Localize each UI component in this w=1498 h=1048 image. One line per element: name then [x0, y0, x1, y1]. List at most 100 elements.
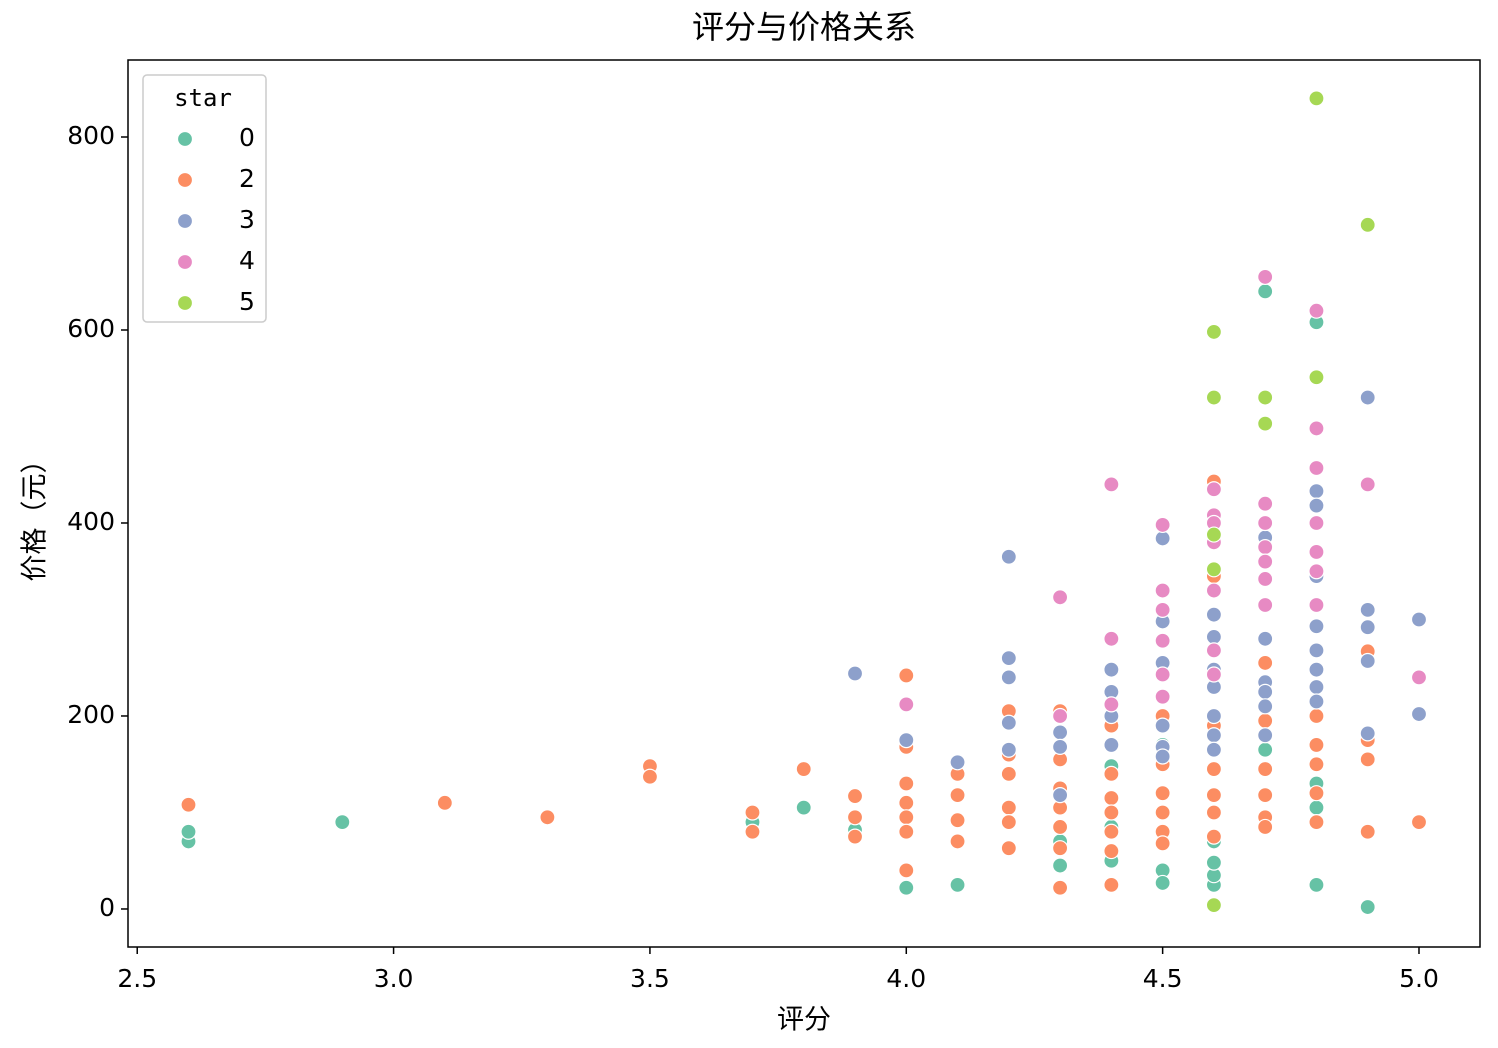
point [1051, 879, 1069, 896]
point [898, 696, 915, 713]
point [180, 796, 197, 813]
point [1257, 698, 1274, 715]
point [1103, 630, 1120, 647]
point [898, 794, 915, 811]
point [436, 794, 453, 811]
legend-label: 3 [239, 205, 255, 234]
point [744, 804, 761, 821]
point [795, 799, 812, 816]
point [1205, 760, 1223, 778]
point [1103, 765, 1120, 782]
point [795, 760, 812, 778]
point [1308, 678, 1325, 696]
chart-title: 评分与价格关系 [692, 8, 916, 46]
point [1410, 611, 1428, 628]
legend-marker [176, 294, 194, 312]
point [1308, 420, 1325, 437]
point [1410, 669, 1428, 686]
point [1205, 628, 1223, 645]
point [1257, 596, 1274, 614]
y-axis-label: 价格（元） [20, 447, 51, 582]
point [1205, 854, 1223, 871]
y-tick-label: 600 [67, 314, 115, 343]
point [1205, 897, 1223, 914]
x-tick-label: 4.0 [886, 964, 926, 993]
point [1154, 804, 1171, 821]
point [1308, 459, 1325, 477]
point [846, 787, 864, 805]
legend-label: 5 [239, 287, 255, 316]
point [1257, 654, 1274, 672]
point [1103, 804, 1120, 821]
point [1308, 642, 1325, 659]
point [1051, 589, 1069, 606]
point [1205, 804, 1223, 821]
point [1308, 543, 1325, 561]
point [1359, 751, 1376, 768]
point [1051, 818, 1069, 836]
legend-label: 2 [239, 164, 255, 193]
point [1308, 514, 1325, 532]
point [1051, 707, 1069, 725]
point [1257, 741, 1274, 758]
point [1359, 389, 1376, 406]
point [1257, 415, 1274, 432]
point [1359, 216, 1376, 233]
y-tick-label: 800 [67, 121, 115, 150]
point [1257, 539, 1274, 556]
point [1000, 649, 1017, 667]
point [1000, 814, 1017, 831]
point [1205, 582, 1223, 599]
point [1205, 707, 1223, 725]
point [1257, 818, 1274, 836]
x-tick-label: 5.0 [1399, 964, 1439, 993]
point [1257, 712, 1274, 729]
point [1359, 898, 1376, 916]
point [1154, 785, 1171, 802]
point [1000, 799, 1017, 816]
point [1359, 476, 1376, 493]
x-tick-label: 3.0 [374, 964, 414, 993]
point [1308, 736, 1325, 754]
legend-marker [176, 171, 194, 189]
point [1257, 727, 1274, 744]
point [1257, 389, 1274, 406]
point [898, 879, 915, 896]
point [1103, 842, 1120, 860]
point [1257, 760, 1274, 778]
point [1308, 483, 1325, 500]
point [1257, 553, 1274, 570]
point [1103, 661, 1120, 678]
point [1308, 618, 1325, 635]
point [1308, 302, 1325, 319]
point [1359, 725, 1376, 742]
point [1308, 369, 1325, 386]
point [1154, 688, 1171, 705]
point [1308, 707, 1325, 725]
point [1308, 497, 1325, 514]
point [1257, 495, 1274, 512]
legend-marker [176, 253, 194, 271]
point [1359, 601, 1376, 618]
point [1051, 738, 1069, 755]
point [1103, 876, 1120, 893]
point [1154, 835, 1171, 852]
point [1257, 570, 1274, 588]
x-tick-label: 4.5 [1143, 964, 1183, 993]
point [949, 812, 966, 829]
point [1359, 619, 1376, 636]
point [1051, 787, 1069, 804]
point [1154, 516, 1171, 534]
point [846, 665, 864, 682]
y-tick-label: 400 [67, 507, 115, 536]
legend-title: star [174, 84, 232, 112]
point [1308, 814, 1325, 831]
point [1257, 514, 1274, 532]
point [1205, 727, 1223, 744]
point [1308, 90, 1325, 107]
point [1205, 666, 1223, 683]
point [1308, 876, 1325, 893]
point [1257, 630, 1274, 647]
point [846, 809, 864, 826]
point [1051, 840, 1069, 857]
